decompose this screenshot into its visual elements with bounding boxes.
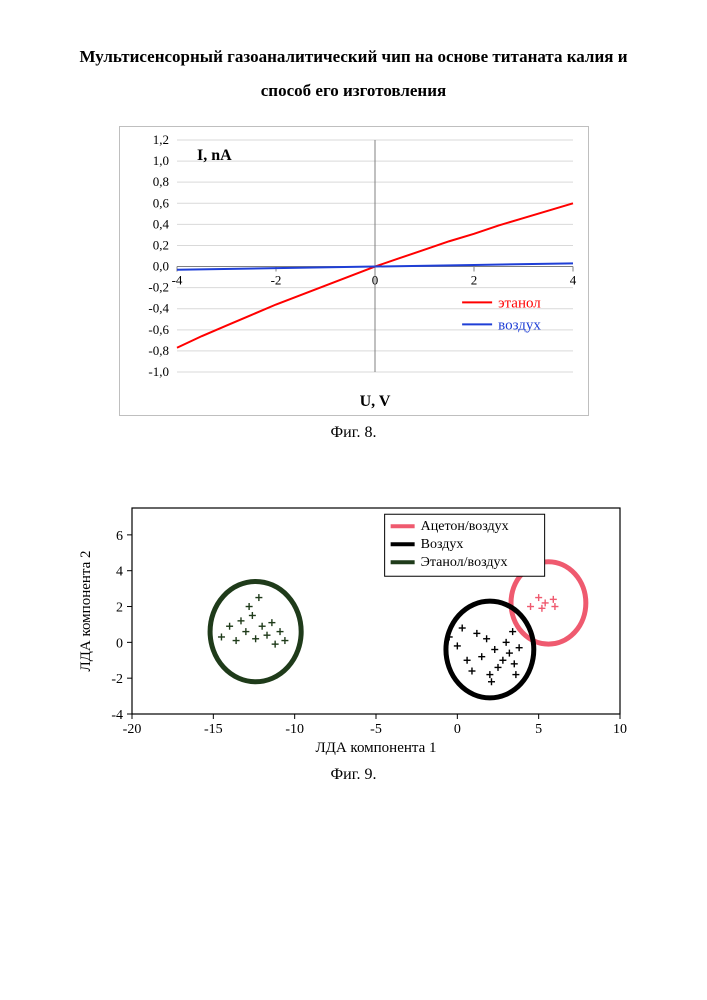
svg-text:4: 4 [116,565,123,580]
svg-text:5: 5 [535,722,542,737]
figure-9: -20-15-10-50510-4-20246ЛДА компонента 1Л… [60,498,647,784]
svg-text:-4: -4 [111,708,123,723]
svg-text:2: 2 [116,601,123,616]
svg-text:Воздух: Воздух [420,537,463,552]
svg-text:6: 6 [116,529,123,544]
svg-text:-0,2: -0,2 [148,280,169,295]
svg-text:I, nA: I, nA [197,147,232,164]
svg-text:-15: -15 [203,722,222,737]
svg-text:0: 0 [116,636,123,651]
svg-text:0: 0 [453,722,460,737]
svg-text:-4: -4 [171,273,182,288]
svg-text:-2: -2 [111,672,123,687]
svg-text:-1,0: -1,0 [148,364,169,379]
svg-text:2: 2 [470,273,477,288]
svg-text:ЛДА компонента 2: ЛДА компонента 2 [78,550,94,671]
figure-8: -1,0 -0,8 -0,6 -0,4 -0,2 0,0 0,2 0,4 0,6 0,8 1,0 1,… [60,126,647,442]
svg-text:0,4: 0,4 [152,216,169,231]
title-line-1: Мультисенсорный газоаналитический чип на… [79,47,627,66]
svg-text:4: 4 [569,273,576,288]
fig8-chart: -1,0 -0,8 -0,6 -0,4 -0,2 0,0 0,2 0,4 0,6 0,8 1,0 1,… [119,126,589,416]
svg-text:-20: -20 [122,722,141,737]
svg-text:0,2: 0,2 [152,237,168,252]
svg-text:-10: -10 [285,722,304,737]
svg-text:воздух: воздух [498,317,541,333]
svg-text:-0,6: -0,6 [148,322,169,337]
svg-text:Ацетон/воздух: Ацетон/воздух [420,519,508,534]
page-title: Мультисенсорный газоаналитический чип на… [60,40,647,108]
svg-text:0,6: 0,6 [152,195,169,210]
svg-text:этанол: этанол [498,295,541,311]
title-line-2: способ его изготовления [261,81,446,100]
svg-text:U, V: U, V [359,393,390,410]
svg-text:1,2: 1,2 [152,132,168,147]
svg-text:-5: -5 [370,722,382,737]
svg-text:0: 0 [371,273,378,288]
fig9-caption: Фиг. 9. [60,766,647,784]
svg-text:0,0: 0,0 [152,259,168,274]
svg-text:10: 10 [613,722,627,737]
svg-text:-2: -2 [270,273,281,288]
svg-text:-0,4: -0,4 [148,301,169,316]
svg-text:0,8: 0,8 [152,174,168,189]
svg-text:Этанол/воздух: Этанол/воздух [420,555,507,570]
fig9-chart: -20-15-10-50510-4-20246ЛДА компонента 1Л… [74,498,634,758]
svg-text:ЛДА компонента 1: ЛДА компонента 1 [315,740,436,756]
svg-text:1,0: 1,0 [152,153,168,168]
svg-text:-0,8: -0,8 [148,343,169,358]
fig8-caption: Фиг. 8. [60,424,647,442]
